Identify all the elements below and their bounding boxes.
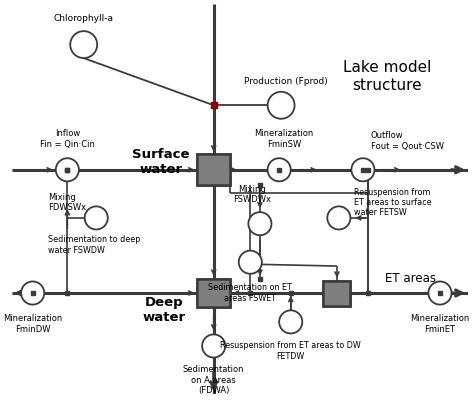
Text: Surface
water: Surface water — [132, 148, 190, 176]
Bar — [197, 154, 230, 185]
Text: ET areas: ET areas — [385, 272, 436, 285]
Text: Sedimentation
on A areas
(FDWA): Sedimentation on A areas (FDWA) — [183, 365, 245, 395]
Circle shape — [328, 207, 350, 230]
Text: Deep
water: Deep water — [142, 296, 185, 324]
Circle shape — [202, 335, 225, 358]
Text: Inflow
Fin = Qin·Cin: Inflow Fin = Qin·Cin — [40, 129, 95, 149]
Text: Mineralization
FminDW: Mineralization FminDW — [3, 314, 62, 334]
Bar — [197, 154, 230, 185]
Circle shape — [85, 207, 108, 230]
Bar — [323, 281, 350, 305]
Bar — [197, 279, 230, 307]
Text: Resuspension from ET areas to DW
FETDW: Resuspension from ET areas to DW FETDW — [220, 341, 361, 360]
Text: Sedimentation to deep
water FSWDW: Sedimentation to deep water FSWDW — [48, 235, 140, 255]
Text: Mineralization
FminSW: Mineralization FminSW — [255, 129, 314, 149]
Text: Production (Fprod): Production (Fprod) — [244, 77, 328, 86]
Circle shape — [268, 92, 294, 119]
Circle shape — [248, 212, 272, 235]
Text: Mineralization
FminET: Mineralization FminET — [410, 314, 470, 334]
Circle shape — [70, 31, 97, 58]
Circle shape — [268, 158, 291, 181]
Circle shape — [428, 281, 452, 305]
Circle shape — [279, 310, 302, 333]
Circle shape — [351, 158, 374, 181]
Circle shape — [239, 251, 262, 274]
Bar — [323, 281, 350, 305]
Text: Outflow
Fout = Qout·CSW: Outflow Fout = Qout·CSW — [371, 131, 444, 151]
Circle shape — [56, 158, 79, 181]
Text: Chlorophyll-a: Chlorophyll-a — [54, 15, 114, 23]
Text: Mixing
FSWDWx: Mixing FSWDWx — [233, 185, 271, 205]
Text: Lake model
structure: Lake model structure — [343, 60, 431, 93]
Text: Mixing
FDWSWx: Mixing FDWSWx — [48, 193, 86, 212]
Bar — [197, 279, 230, 307]
Text: Resuspension from
ET areas to surface
water FETSW: Resuspension from ET areas to surface wa… — [354, 188, 432, 217]
Circle shape — [21, 281, 44, 305]
Text: Sedimentation on ET
areas FSWET: Sedimentation on ET areas FSWET — [209, 284, 292, 303]
